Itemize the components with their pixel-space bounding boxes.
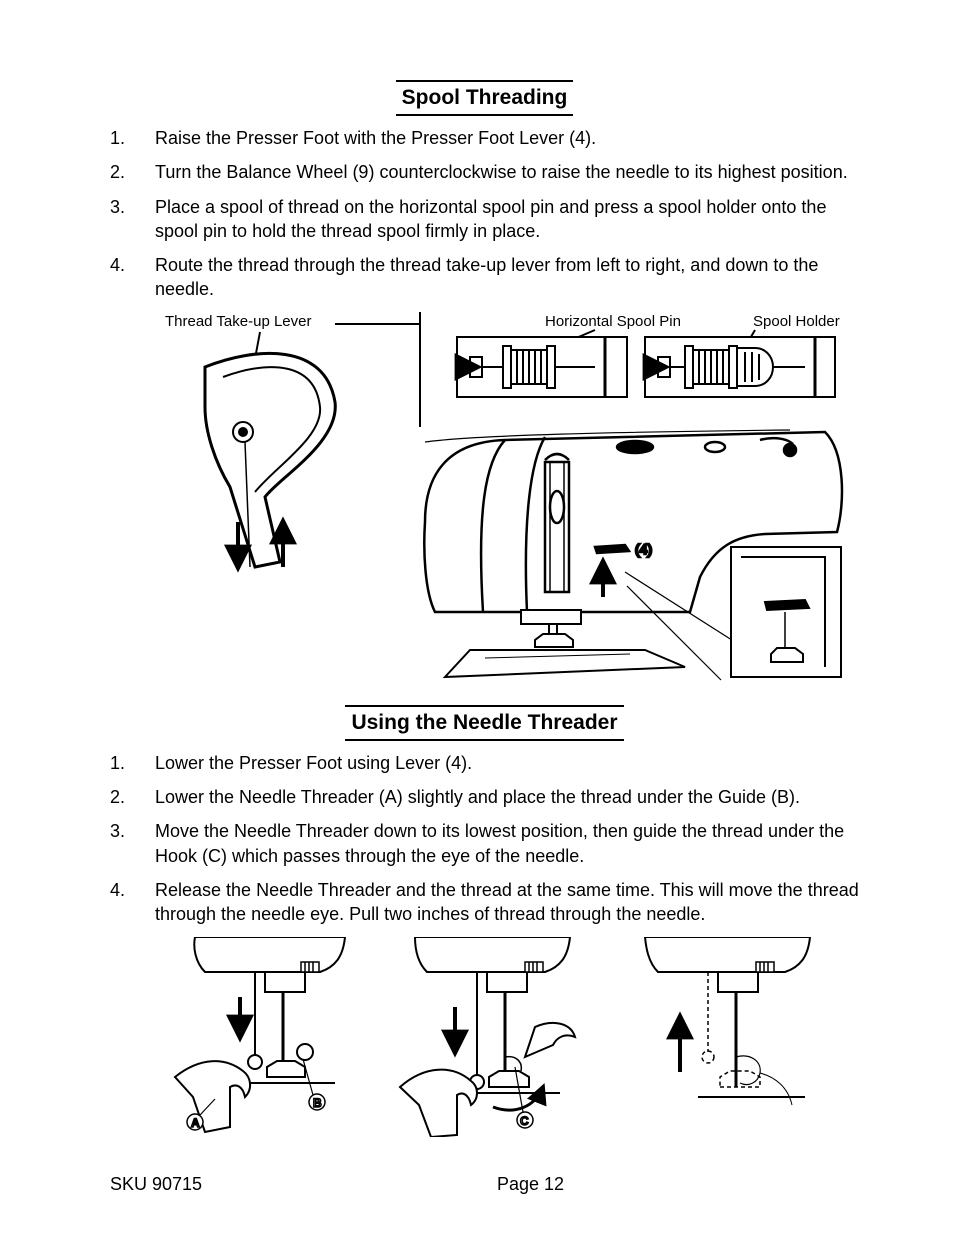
label-spool-holder: Spool Holder [753, 313, 840, 330]
step-text: Lower the Needle Threader (A) slightly a… [155, 785, 859, 809]
label-c: C [520, 1114, 529, 1128]
lever-inset [731, 547, 841, 677]
section2-title: Using the Needle Threader [345, 705, 623, 741]
page: Spool Threading 1. Raise the Presser Foo… [0, 0, 954, 1235]
diagram-svg: Thread Take-up Lever Horizontal Spool Pi… [125, 312, 845, 682]
list-item: 4. Release the Needle Threader and the t… [110, 878, 859, 927]
label-a: A [191, 1116, 200, 1130]
step-text: Lower the Presser Foot using Lever (4). [155, 751, 859, 775]
section2-steps: 1. Lower the Presser Foot using Lever (4… [110, 751, 859, 927]
footer-sku: SKU 90715 [110, 1174, 202, 1195]
spool-threading-diagram: Thread Take-up Lever Horizontal Spool Pi… [125, 312, 845, 687]
section1-title: Spool Threading [396, 80, 574, 116]
label-horizontal-spool-pin: Horizontal Spool Pin [545, 313, 681, 330]
list-item: 4. Route the thread through the thread t… [110, 253, 859, 302]
list-item: 2. Lower the Needle Threader (A) slightl… [110, 785, 859, 809]
step-number: 2. [110, 160, 155, 184]
label-b: B [313, 1096, 322, 1110]
panel-3 [645, 937, 810, 1105]
footer-page: Page 12 [110, 1174, 859, 1195]
step-number: 3. [110, 819, 155, 868]
step-number: 4. [110, 878, 155, 927]
step-number: 4. [110, 253, 155, 302]
step-number: 2. [110, 785, 155, 809]
panel-1: A B [175, 937, 345, 1132]
panel-2: C [400, 937, 575, 1137]
step-number: 1. [110, 751, 155, 775]
section1-steps: 1. Raise the Presser Foot with the Press… [110, 126, 859, 302]
needle-threader-diagram: A B [145, 937, 825, 1142]
step-text: Turn the Balance Wheel (9) counterclockw… [155, 160, 859, 184]
step-number: 3. [110, 195, 155, 244]
step-text: Release the Needle Threader and the thre… [155, 878, 859, 927]
page-footer: SKU 90715 Page 12 [110, 1174, 859, 1195]
section2-title-wrap: Using the Needle Threader [110, 705, 859, 741]
label-four: (4) [635, 541, 652, 557]
step-number: 1. [110, 126, 155, 150]
list-item: 1. Lower the Presser Foot using Lever (4… [110, 751, 859, 775]
spool-insets [457, 330, 835, 397]
diagram2-svg: A B [145, 937, 825, 1137]
step-text: Raise the Presser Foot with the Presser … [155, 126, 859, 150]
step-text: Place a spool of thread on the horizonta… [155, 195, 859, 244]
list-item: 3. Move the Needle Threader down to its … [110, 819, 859, 868]
list-item: 2. Turn the Balance Wheel (9) counterclo… [110, 160, 859, 184]
list-item: 3. Place a spool of thread on the horizo… [110, 195, 859, 244]
take-up-lever-inset [205, 312, 420, 567]
step-text: Move the Needle Threader down to its low… [155, 819, 859, 868]
step-text: Route the thread through the thread take… [155, 253, 859, 302]
list-item: 1. Raise the Presser Foot with the Press… [110, 126, 859, 150]
label-take-up-lever: Thread Take-up Lever [165, 313, 311, 330]
section1-title-wrap: Spool Threading [110, 80, 859, 116]
